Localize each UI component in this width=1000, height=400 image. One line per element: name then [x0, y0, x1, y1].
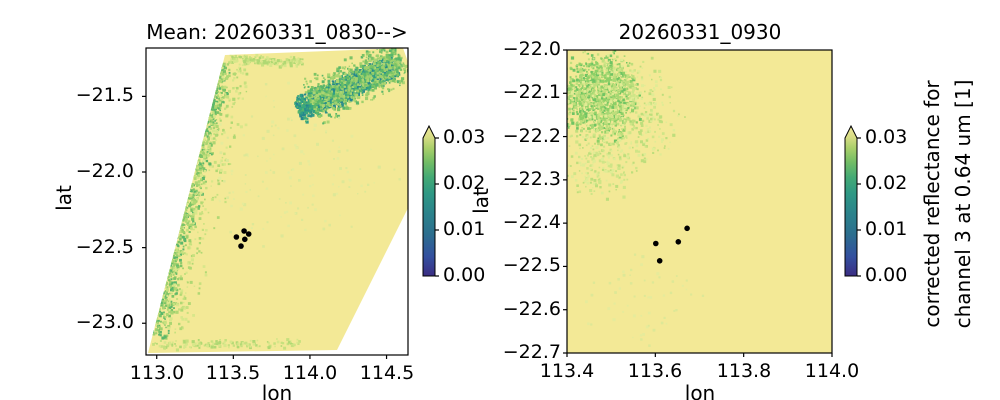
- y-tick-label: −22.4: [502, 211, 561, 233]
- x-tick-label: 113.8: [716, 360, 772, 382]
- x-tick-label: 113.4: [539, 360, 595, 382]
- hotspot-marker: [656, 258, 663, 264]
- y-tick-label: −23.0: [75, 311, 134, 333]
- colorbar-tick-label: 0.01: [443, 218, 486, 240]
- right-x-axis-label: lon: [684, 381, 716, 400]
- colorbar-label-line1: corrected reflectance for: [920, 80, 944, 328]
- colorbar-tick-label: 0.03: [865, 126, 908, 148]
- y-tick-label: −22.0: [502, 38, 561, 60]
- colorbar: [844, 124, 858, 277]
- hotspot-marker: [242, 236, 248, 243]
- colorbar: [422, 124, 436, 277]
- x-tick-label: 114.5: [359, 362, 415, 384]
- x-tick-label: 113.5: [205, 362, 261, 384]
- hotspot-marker: [245, 231, 252, 237]
- y-tick-label: −22.7: [502, 341, 561, 363]
- y-tick-label: −22.5: [502, 254, 561, 276]
- y-tick-label: −22.3: [502, 168, 561, 190]
- swath-hole: [351, 104, 359, 112]
- x-tick-label: 113.0: [129, 362, 185, 384]
- y-tick-label: −22.2: [502, 125, 561, 147]
- colorbar-axis-label: corrected reflectance for channel 3 at 0…: [917, 80, 979, 329]
- x-tick-label: 113.6: [627, 360, 683, 382]
- hotspot-marker: [238, 243, 244, 249]
- right-plot-title: 20260331_0930: [618, 20, 782, 44]
- y-tick-label: −22.1: [502, 81, 561, 103]
- hotspot-marker: [241, 228, 247, 234]
- y-tick-label: −22.0: [75, 160, 134, 182]
- colorbar-tick-label: 0.00: [865, 264, 908, 286]
- colorbar-tick-label: 0.02: [865, 172, 908, 194]
- hotspot-marker: [675, 239, 682, 245]
- colorbar-tick-label: 0.01: [865, 218, 908, 240]
- y-tick-label: −22.6: [502, 298, 561, 320]
- colorbar-tick-label: 0.00: [443, 264, 486, 286]
- colorbar-tick-label: 0.03: [443, 126, 486, 148]
- left-x-axis-label: lon: [261, 381, 293, 400]
- hotspot-marker: [653, 240, 659, 247]
- hotspot-marker: [233, 234, 240, 240]
- speckle-texture-group: [567, 50, 705, 347]
- axes-spine: [566, 49, 833, 354]
- left-plot-title: Mean: 20260331_0830-->: [146, 20, 408, 44]
- axes-spine: [145, 47, 409, 356]
- colorbar-tick-label: 0.02: [443, 172, 486, 194]
- x-tick-label: 114.0: [804, 360, 860, 382]
- y-tick-label: −22.5: [75, 236, 134, 258]
- y-tick-label: −21.5: [75, 84, 134, 106]
- left-y-axis-label: lat: [52, 185, 76, 211]
- colorbar-label-line2: channel 3 at 0.64 um [1]: [951, 79, 975, 329]
- hotspot-marker: [684, 225, 690, 232]
- x-tick-label: 114.0: [282, 362, 338, 384]
